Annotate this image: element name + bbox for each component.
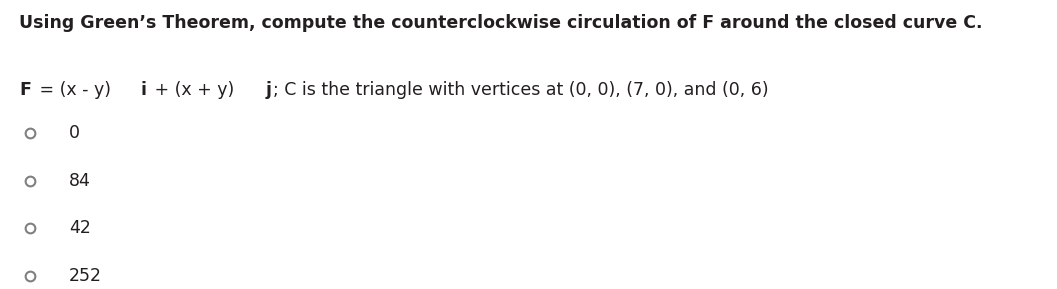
Text: Using Green’s Theorem, compute the counterclockwise circulation of F around the : Using Green’s Theorem, compute the count… [19,14,983,32]
Text: ; C is the triangle with vertices at (0, 0), (7, 0), and (0, 6): ; C is the triangle with vertices at (0,… [274,81,769,99]
Text: 0: 0 [69,124,79,142]
Text: F: F [19,81,31,99]
Text: + (x + y): + (x + y) [149,81,239,99]
Text: 84: 84 [69,172,91,190]
Text: j: j [265,81,272,99]
Text: = (x - y): = (x - y) [34,81,117,99]
Text: 252: 252 [69,267,101,285]
Text: i: i [141,81,147,99]
Text: 42: 42 [69,219,91,237]
